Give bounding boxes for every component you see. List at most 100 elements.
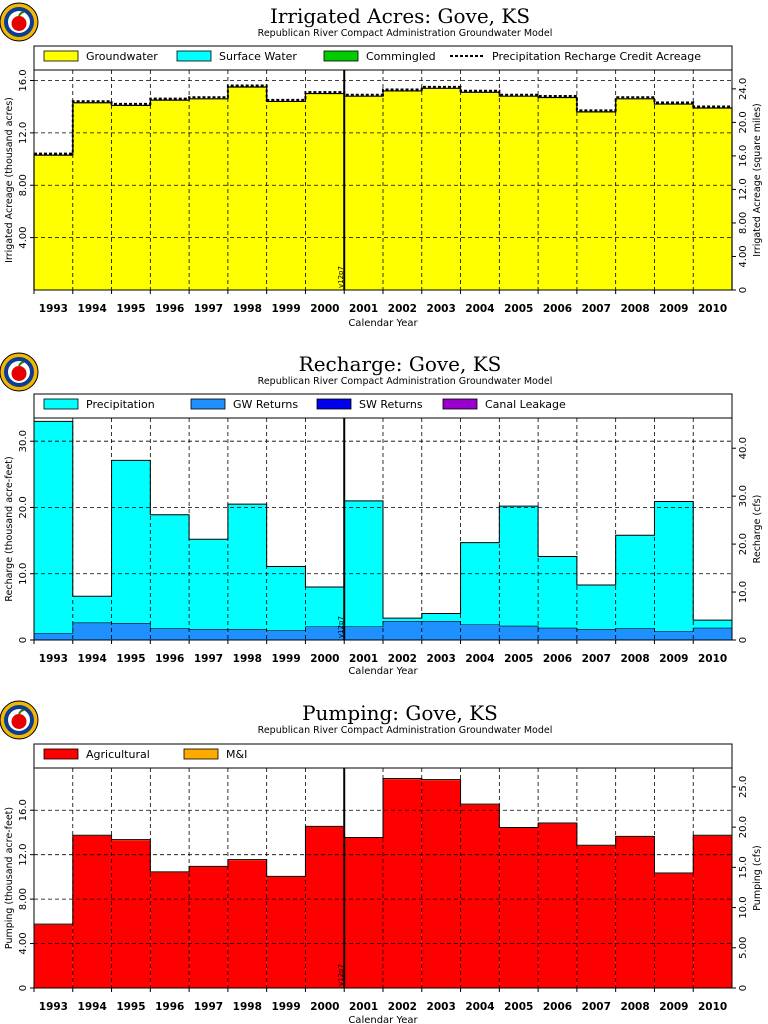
xtick-label: 1996 <box>155 1001 184 1013</box>
bar <box>615 98 655 290</box>
bar <box>421 613 461 622</box>
bar <box>615 628 655 640</box>
legend-entry: M&I <box>226 748 247 761</box>
bar <box>150 514 190 629</box>
bar <box>383 621 422 640</box>
ytick-right-label: 5.00 <box>738 937 749 959</box>
ytick-right-label: 4.00 <box>738 245 749 267</box>
xtick-label: 2002 <box>388 303 417 315</box>
y-axis-title: Irrigated Acreage (thousand acres) <box>4 97 15 263</box>
bar <box>538 556 577 629</box>
xtick-label: 1998 <box>233 653 262 665</box>
xtick-label: 1997 <box>194 303 223 315</box>
bar <box>383 90 422 290</box>
xtick-label: 1993 <box>39 303 68 315</box>
ytick-right-label: 12.0 <box>738 178 749 200</box>
apple-seal-icon <box>0 2 39 42</box>
xtick-label: 2009 <box>659 303 688 315</box>
ytick-right-label: 8.00 <box>738 212 749 234</box>
ytick-right-label: 10.0 <box>738 581 749 603</box>
xtick-label: 2009 <box>659 1001 688 1013</box>
bar <box>189 629 228 640</box>
ytick-right-label: 20.0 <box>738 533 749 555</box>
bar <box>576 629 616 640</box>
ytick-right-label: 10.0 <box>738 896 749 918</box>
legend-entry: Precipitation Recharge Credit Acreage <box>492 50 701 63</box>
xtick-label: 2000 <box>310 303 339 315</box>
bar <box>499 626 539 640</box>
xtick-label: 1999 <box>271 1001 300 1013</box>
xtick-label: 2002 <box>388 1001 417 1013</box>
xtick-label: 2003 <box>427 1001 456 1013</box>
logo-leaf <box>18 709 25 715</box>
legend-entry: GW Returns <box>233 398 298 411</box>
bar <box>538 628 577 640</box>
ytick-right-label: 25.0 <box>738 776 749 798</box>
bar <box>576 845 616 988</box>
model-version-label: v12p7 <box>337 266 345 288</box>
xtick-label: 2004 <box>465 1001 494 1013</box>
bar <box>654 104 694 290</box>
bar <box>227 860 267 988</box>
bar <box>189 866 228 988</box>
legend-swatch <box>323 50 359 62</box>
ytick-label: 8.00 <box>18 174 29 196</box>
ytick-label: 12.0 <box>18 122 29 144</box>
bar <box>654 501 694 632</box>
bar <box>150 628 190 640</box>
xtick-label: 2003 <box>427 303 456 315</box>
ytick-label: 20.0 <box>18 496 29 518</box>
ytick-label: 16.0 <box>18 799 29 821</box>
xtick-label: 2001 <box>349 1001 378 1013</box>
legend-box <box>33 743 733 769</box>
apple-seal-icon <box>0 700 39 740</box>
ytick-right-label: 0 <box>738 985 749 991</box>
bar <box>576 111 616 291</box>
xtick-label: 1993 <box>39 1001 68 1013</box>
legend-swatch <box>176 50 212 62</box>
ytick-right-label: 30.0 <box>738 485 749 507</box>
bar <box>344 500 383 627</box>
logo-apple <box>11 366 27 381</box>
bar <box>227 504 267 630</box>
bar <box>421 780 461 988</box>
logo-leaf <box>18 361 25 367</box>
xtick-label: 1997 <box>194 1001 223 1013</box>
legend-box <box>33 393 733 419</box>
ytick-right-label: 0 <box>738 637 749 643</box>
legend-entry: Canal Leakage <box>485 398 566 411</box>
bar <box>499 96 539 290</box>
chart-subtitle: Republican River Compact Administration … <box>258 725 553 736</box>
chart-title: Recharge: Gove, KS <box>299 352 502 376</box>
bar <box>421 621 461 640</box>
chart-subtitle: Republican River Compact Administration … <box>258 376 553 387</box>
logo-leaf <box>18 11 25 17</box>
y-axis-title: Recharge (thousand acre-feet) <box>4 456 15 601</box>
y-axis-title: Pumping (thousand acre-feet) <box>4 807 15 949</box>
y-axis-title-right: Irrigated Acreage (square miles) <box>752 103 763 257</box>
xtick-label: 1999 <box>271 303 300 315</box>
bar <box>654 631 694 640</box>
bar <box>72 102 112 290</box>
xtick-label: 2007 <box>582 653 611 665</box>
bar <box>499 828 539 988</box>
xtick-label: 1995 <box>116 1001 145 1013</box>
bar <box>150 100 190 290</box>
legend-entry: Agricultural <box>86 748 150 761</box>
bar <box>111 623 151 640</box>
bar <box>266 630 306 640</box>
bar <box>615 535 655 629</box>
ytick-label: 0 <box>18 637 29 643</box>
bar <box>344 626 383 640</box>
bar <box>111 840 151 988</box>
ytick-label: 4.00 <box>18 226 29 248</box>
bar <box>499 506 539 627</box>
ytick-right-label: 15.0 <box>738 856 749 878</box>
bar <box>150 872 190 988</box>
xtick-label: 2007 <box>582 1001 611 1013</box>
bar <box>693 107 732 290</box>
bar <box>383 618 422 622</box>
ytick-right-label: 0 <box>738 287 749 293</box>
xtick-label: 2005 <box>504 303 533 315</box>
